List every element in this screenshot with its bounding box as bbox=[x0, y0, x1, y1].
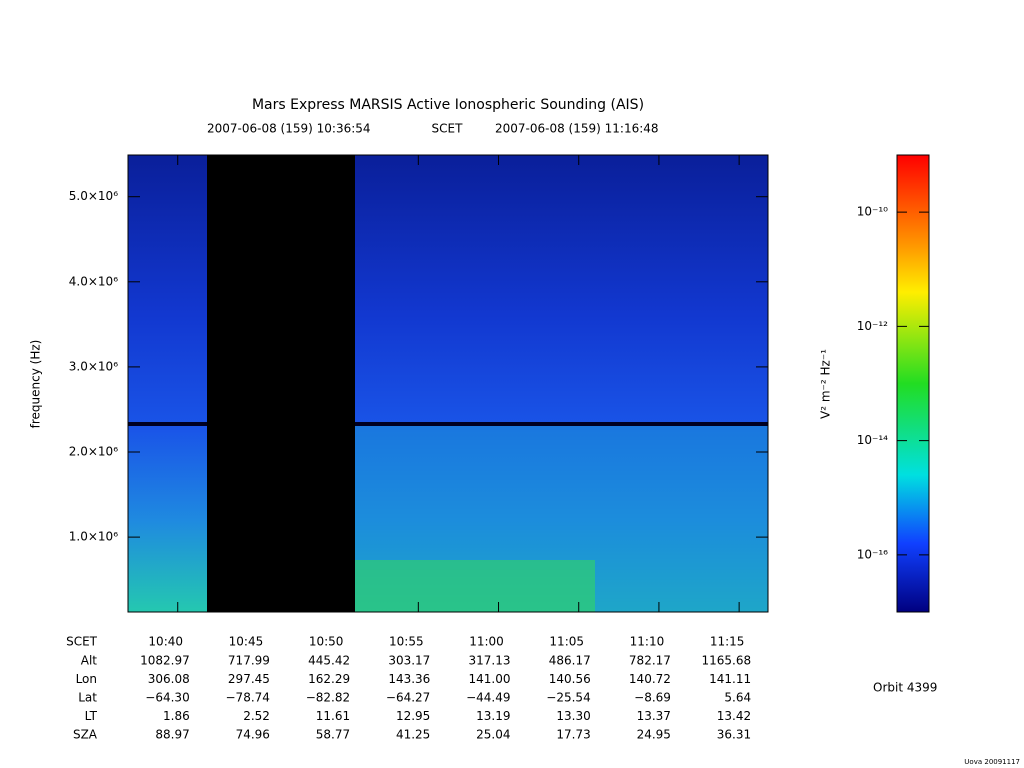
ephemeris-value: 1082.97 bbox=[140, 654, 190, 668]
colorbar-tick-label: 10⁻¹⁴ bbox=[857, 433, 888, 447]
ephemeris-value: 1.86 bbox=[163, 709, 190, 723]
ephemeris-value: −8.69 bbox=[634, 691, 671, 705]
ephemeris-value: −82.82 bbox=[306, 691, 350, 705]
colorbar-tick-label: 10⁻¹⁶ bbox=[857, 547, 888, 561]
ephemeris-value: 25.04 bbox=[476, 728, 510, 742]
data-gap bbox=[207, 155, 355, 612]
start-time: 2007-06-08 (159) 10:36:54 bbox=[207, 122, 371, 136]
ephemeris-value: 162.29 bbox=[308, 672, 350, 686]
x-tick-label: 11:10 bbox=[630, 635, 665, 649]
ephemeris-value: −64.30 bbox=[145, 691, 189, 705]
ephemeris-value: 141.11 bbox=[709, 672, 751, 686]
ephemeris-value: 317.13 bbox=[469, 654, 511, 668]
ephemeris-value: 24.95 bbox=[637, 728, 671, 742]
y-tick-label: 2.0×10⁶ bbox=[69, 445, 118, 459]
ephemeris-label: SCET bbox=[66, 635, 98, 649]
ephemeris-value: 1165.68 bbox=[702, 654, 752, 668]
ephemeris-value: −44.49 bbox=[466, 691, 510, 705]
end-time: 2007-06-08 (159) 11:16:48 bbox=[495, 122, 659, 136]
ephemeris-value: 74.96 bbox=[236, 728, 270, 742]
ephemeris-value: 5.64 bbox=[724, 691, 751, 705]
ephemeris-value: 306.08 bbox=[148, 672, 190, 686]
y-tick-label: 4.0×10⁶ bbox=[69, 274, 118, 288]
ephemeris-value: 717.99 bbox=[228, 654, 270, 668]
ephemeris-value: 12.95 bbox=[396, 709, 430, 723]
ephemeris-value: 13.19 bbox=[476, 709, 510, 723]
ephemeris-value: 58.77 bbox=[316, 728, 350, 742]
ephemeris-value: 486.17 bbox=[549, 654, 591, 668]
colorbar bbox=[896, 154, 930, 613]
ephemeris-value: −78.74 bbox=[226, 691, 270, 705]
ephemeris-value: 11.61 bbox=[316, 709, 350, 723]
ephemeris-label: Alt bbox=[81, 654, 98, 668]
ephemeris-label: Lat bbox=[78, 691, 97, 705]
ephemeris-value: 140.72 bbox=[629, 672, 671, 686]
ephemeris-value: 88.97 bbox=[155, 728, 189, 742]
x-tick-label: 11:00 bbox=[469, 635, 504, 649]
spectrogram-texture bbox=[128, 422, 768, 426]
ephemeris-value: 17.73 bbox=[556, 728, 590, 742]
time-system: SCET bbox=[432, 122, 464, 136]
x-tick-label: 10:45 bbox=[229, 635, 264, 649]
ephemeris-value: 143.36 bbox=[388, 672, 430, 686]
footer: Uova 20091117 bbox=[964, 758, 1020, 766]
x-tick-label: 10:50 bbox=[309, 635, 344, 649]
ephemeris-value: 140.56 bbox=[549, 672, 591, 686]
colorbar-tick-label: 10⁻¹² bbox=[857, 319, 888, 333]
plot-frame bbox=[127, 154, 769, 613]
x-tick-label: 10:40 bbox=[148, 635, 183, 649]
colorbar-label: V² m⁻² Hz⁻¹ bbox=[819, 349, 833, 419]
ephemeris-value: 141.00 bbox=[469, 672, 511, 686]
orbit: Orbit 4399 bbox=[873, 681, 937, 695]
x-tick-label: 11:05 bbox=[549, 635, 584, 649]
ephemeris-label: SZA bbox=[73, 728, 98, 742]
ephemeris-value: −64.27 bbox=[386, 691, 430, 705]
ephemeris-value: −25.54 bbox=[546, 691, 590, 705]
ephemeris-value: 41.25 bbox=[396, 728, 430, 742]
colorbar-tick-label: 10⁻¹⁰ bbox=[857, 205, 888, 219]
ephemeris-value: 2.52 bbox=[243, 709, 270, 723]
x-tick-label: 10:55 bbox=[389, 635, 424, 649]
ephemeris-value: 297.45 bbox=[228, 672, 270, 686]
x-tick-label: 11:15 bbox=[710, 635, 745, 649]
ephemeris-label: Lon bbox=[76, 672, 97, 686]
ephemeris-label: LT bbox=[85, 709, 98, 723]
y-tick-label: 1.0×10⁶ bbox=[69, 530, 118, 544]
ephemeris-value: 13.37 bbox=[637, 709, 671, 723]
y-tick-label: 3.0×10⁶ bbox=[69, 359, 118, 373]
ephemeris-value: 36.31 bbox=[717, 728, 751, 742]
ephemeris-value: 782.17 bbox=[629, 654, 671, 668]
ephemeris-value: 303.17 bbox=[388, 654, 430, 668]
ephemeris-value: 13.42 bbox=[717, 709, 751, 723]
y-axis-label: frequency (Hz) bbox=[29, 340, 43, 429]
y-tick-label: 5.0×10⁶ bbox=[69, 189, 118, 203]
spectrogram-texture bbox=[355, 560, 595, 612]
ephemeris-value: 13.30 bbox=[556, 709, 590, 723]
chart-title: Mars Express MARSIS Active Ionospheric S… bbox=[252, 97, 644, 113]
ephemeris-value: 445.42 bbox=[308, 654, 350, 668]
